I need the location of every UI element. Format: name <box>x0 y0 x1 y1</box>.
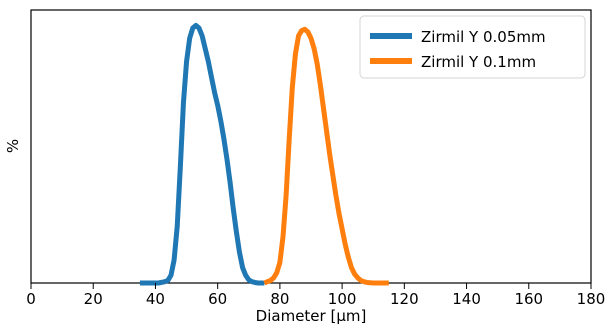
series-layer <box>139 22 389 286</box>
series-line-1 <box>263 26 389 286</box>
x-tick-label-9: 180 <box>577 290 606 308</box>
legend-box <box>359 15 586 79</box>
legend: Zirmil Y 0.05mm Zirmil Y 0.1mm <box>359 15 586 79</box>
x-axis-label: Diameter [μm] <box>256 307 367 325</box>
x-tick-label-8: 160 <box>514 290 543 308</box>
legend-series-1-label: Zirmil Y 0.1mm <box>421 53 536 71</box>
x-tick-label-0: 0 <box>26 290 36 308</box>
x-tick-label-6: 120 <box>390 290 419 308</box>
plot-frame <box>30 9 592 284</box>
x-axis-ticks: 0 20 40 60 80 100 120 140 160 180 <box>26 283 605 308</box>
series-line-0 <box>139 22 265 286</box>
x-tick-label-7: 140 <box>452 290 481 308</box>
x-tick-label-4: 80 <box>270 290 289 308</box>
x-tick-label-2: 40 <box>146 290 165 308</box>
x-tick-label-1: 20 <box>84 290 103 308</box>
x-tick-label-3: 60 <box>208 290 227 308</box>
x-tick-label-5: 100 <box>328 290 357 308</box>
legend-series-0-label: Zirmil Y 0.05mm <box>421 28 546 46</box>
y-axis-label: % <box>4 139 22 153</box>
